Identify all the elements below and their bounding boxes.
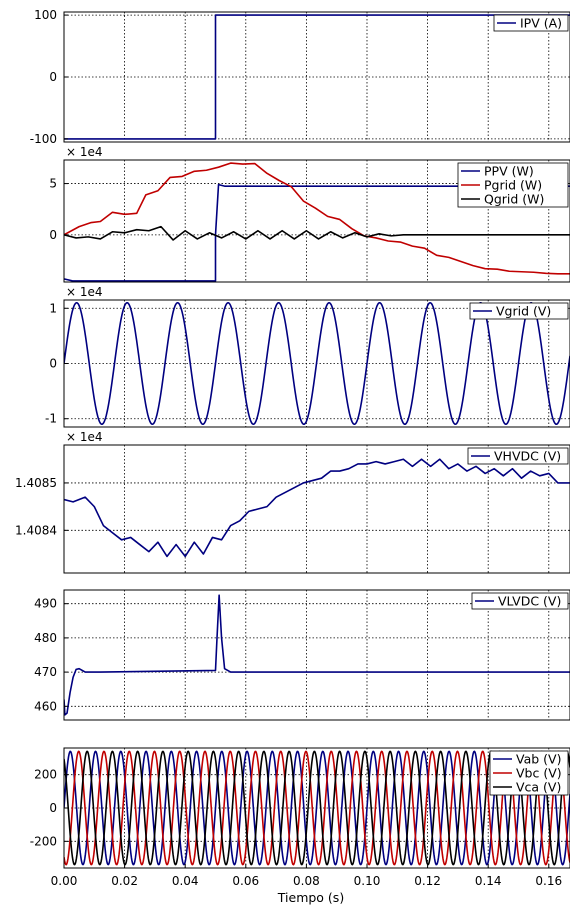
series-line-1 [64, 301, 570, 426]
x-tick-label: 0.12 [414, 874, 441, 888]
series-line-1 [64, 458, 570, 558]
y-tick-label: 200 [34, 768, 57, 782]
x-tick-label: 0.02 [111, 874, 138, 888]
legend-label: Vgrid (V) [496, 304, 551, 319]
y-tick-label: -100 [30, 132, 57, 146]
legend-label: VHVDC (V) [494, 449, 561, 464]
panel-6: 200 0 -200 Vab (V)Vbc (V)Vca (V) 0.00 0.02 0.0… [30, 747, 570, 905]
y-tick-label: 0 [49, 228, 57, 242]
series-line-2 [64, 162, 570, 275]
panel-2: 5 0 × 1e4 PPV (W)Pgrid (W)Qgrid (W) [49, 145, 570, 283]
series-group [64, 750, 570, 866]
y-tick-label: 490 [34, 597, 57, 611]
x-axis-label: Tiempo (s) [277, 890, 344, 905]
axes-frame [63, 159, 570, 283]
series-group [64, 14, 570, 140]
y-multiplier: × 1e4 [66, 285, 103, 299]
legend: PPV (W)Pgrid (W)Qgrid (W) [457, 162, 569, 208]
y-tick-label: 0 [49, 801, 57, 815]
legend-box [493, 14, 569, 32]
panel-4: 1.4085 1.4084 × 1e4 VHVDC (V) [15, 430, 570, 574]
x-tick-label: 0.14 [475, 874, 502, 888]
series-line-3 [64, 225, 570, 241]
legend-box [467, 447, 569, 465]
y-tick-label: -1 [45, 412, 57, 426]
y-tick-label: 1.4084 [15, 523, 57, 537]
legend-box [469, 302, 569, 320]
y-tick-label: 5 [49, 177, 57, 191]
panel-1: 100 0 -100 IPV (A) [30, 8, 570, 146]
legend-label: Pgrid (W) [484, 178, 542, 193]
x-tick-label: 0.08 [293, 874, 320, 888]
legend: VLVDC (V) [471, 592, 569, 610]
legend-label: VLVDC (V) [498, 594, 561, 609]
legend: Vab (V)Vbc (V)Vca (V) [489, 750, 569, 796]
y-tick-label: 0 [49, 70, 57, 84]
series-line-2 [64, 750, 570, 866]
series-line-1 [64, 750, 570, 866]
legend: Vgrid (V) [469, 302, 569, 320]
series-group [64, 162, 570, 282]
series-line-1 [64, 594, 570, 716]
x-tick-label: 0.16 [535, 874, 562, 888]
y-tick-label: 480 [34, 631, 57, 645]
series-group [64, 458, 570, 558]
panel-5: 490 480 470 460 VLVDC (V) [34, 589, 570, 721]
y-tick-label: 1 [49, 301, 57, 315]
series-group [64, 594, 570, 716]
x-tick-label: 0.00 [51, 874, 78, 888]
panel-3: 1 0 -1 × 1e4 Vgrid (V) [45, 285, 570, 428]
axes-frame [63, 444, 570, 574]
y-tick-label: 0 [49, 357, 57, 371]
series-line-3 [64, 750, 570, 866]
legend: VHVDC (V) [467, 447, 569, 465]
x-tick-label: 0.10 [354, 874, 381, 888]
y-tick-label: 470 [34, 665, 57, 679]
legend-label: PPV (W) [484, 164, 534, 179]
series-line-1 [64, 14, 570, 140]
legend-box [471, 592, 569, 610]
legend-label: Vca (V) [516, 780, 561, 795]
legend: IPV (A) [493, 14, 569, 32]
y-tick-label: 100 [34, 8, 57, 22]
legend-label: IPV (A) [520, 16, 562, 31]
legend-label: Qgrid (W) [484, 192, 544, 207]
y-tick-label: -200 [30, 834, 57, 848]
x-tick-label: 0.04 [172, 874, 199, 888]
legend-label: Vab (V) [516, 752, 561, 767]
y-tick-label: 460 [34, 699, 57, 713]
y-multiplier: × 1e4 [66, 145, 103, 159]
axes-frame [63, 589, 570, 721]
legend-label: Vbc (V) [516, 766, 562, 781]
y-multiplier: × 1e4 [66, 430, 103, 444]
y-tick-label: 1.4085 [15, 476, 57, 490]
x-tick-label: 0.06 [232, 874, 259, 888]
series-group [64, 301, 570, 426]
